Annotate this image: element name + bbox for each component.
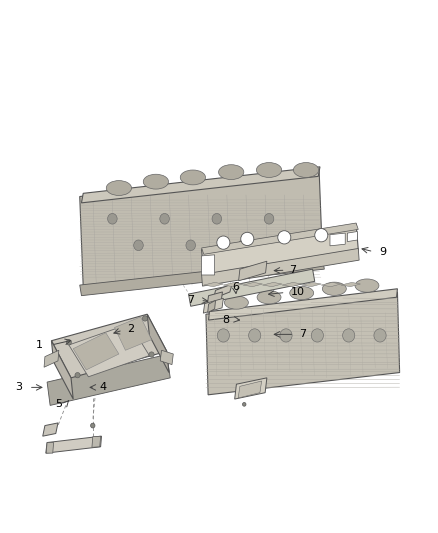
Polygon shape: [321, 282, 341, 287]
Ellipse shape: [180, 170, 205, 185]
Polygon shape: [73, 333, 119, 370]
Ellipse shape: [241, 232, 254, 246]
Text: 6: 6: [232, 281, 239, 292]
Polygon shape: [208, 301, 215, 313]
Polygon shape: [347, 231, 357, 241]
Ellipse shape: [355, 279, 379, 292]
Ellipse shape: [91, 423, 95, 428]
Polygon shape: [206, 292, 399, 395]
Polygon shape: [262, 282, 282, 287]
Polygon shape: [282, 282, 302, 287]
Ellipse shape: [374, 329, 386, 342]
Polygon shape: [69, 324, 149, 377]
Ellipse shape: [290, 240, 300, 251]
Ellipse shape: [311, 329, 323, 342]
Ellipse shape: [280, 329, 292, 342]
Polygon shape: [243, 282, 262, 287]
Ellipse shape: [293, 163, 319, 177]
Polygon shape: [204, 282, 223, 287]
Ellipse shape: [217, 236, 230, 249]
Ellipse shape: [264, 214, 274, 224]
Ellipse shape: [238, 240, 248, 251]
Polygon shape: [330, 233, 345, 246]
Polygon shape: [239, 261, 267, 281]
Text: 4: 4: [99, 382, 106, 392]
Ellipse shape: [243, 402, 246, 406]
Polygon shape: [81, 167, 320, 203]
Polygon shape: [214, 284, 232, 298]
Polygon shape: [147, 314, 169, 373]
Polygon shape: [160, 350, 173, 365]
Ellipse shape: [75, 373, 80, 378]
Text: 3: 3: [15, 382, 22, 392]
Polygon shape: [115, 317, 152, 350]
Polygon shape: [201, 248, 359, 286]
Text: 7: 7: [187, 295, 194, 305]
Ellipse shape: [343, 329, 355, 342]
Polygon shape: [46, 436, 102, 453]
Text: 9: 9: [379, 247, 386, 257]
Polygon shape: [203, 298, 223, 313]
Text: 8: 8: [222, 314, 229, 325]
Polygon shape: [201, 223, 358, 254]
Ellipse shape: [257, 290, 281, 304]
Polygon shape: [208, 289, 397, 320]
Ellipse shape: [249, 329, 261, 342]
Polygon shape: [80, 259, 324, 296]
Polygon shape: [80, 170, 322, 287]
Polygon shape: [223, 282, 243, 287]
Text: 1: 1: [36, 340, 43, 350]
Ellipse shape: [278, 231, 291, 244]
Polygon shape: [44, 350, 59, 367]
Polygon shape: [47, 354, 170, 406]
Ellipse shape: [108, 214, 117, 224]
Text: 7: 7: [290, 265, 297, 275]
Polygon shape: [51, 341, 73, 399]
Polygon shape: [207, 292, 223, 305]
Polygon shape: [43, 423, 58, 436]
Ellipse shape: [224, 296, 248, 309]
Ellipse shape: [149, 352, 154, 357]
Ellipse shape: [217, 329, 230, 342]
Polygon shape: [238, 381, 261, 398]
Text: 7: 7: [300, 329, 307, 340]
Polygon shape: [188, 269, 315, 306]
Polygon shape: [201, 224, 358, 275]
Polygon shape: [92, 436, 101, 447]
Polygon shape: [51, 314, 167, 378]
Polygon shape: [46, 442, 53, 453]
Ellipse shape: [143, 174, 169, 189]
Text: 2: 2: [127, 324, 135, 334]
Text: 10: 10: [291, 287, 305, 297]
Ellipse shape: [219, 165, 244, 180]
Polygon shape: [341, 282, 360, 287]
Ellipse shape: [142, 316, 148, 321]
Ellipse shape: [315, 229, 328, 242]
Ellipse shape: [66, 340, 71, 345]
Text: 5: 5: [55, 399, 62, 409]
Polygon shape: [235, 378, 267, 399]
Polygon shape: [302, 282, 321, 287]
Ellipse shape: [186, 240, 195, 251]
Ellipse shape: [160, 214, 170, 224]
Ellipse shape: [322, 282, 346, 295]
Ellipse shape: [134, 240, 143, 251]
Polygon shape: [201, 255, 215, 275]
Ellipse shape: [256, 163, 282, 177]
Ellipse shape: [212, 214, 222, 224]
Ellipse shape: [106, 181, 131, 196]
Ellipse shape: [290, 286, 314, 300]
